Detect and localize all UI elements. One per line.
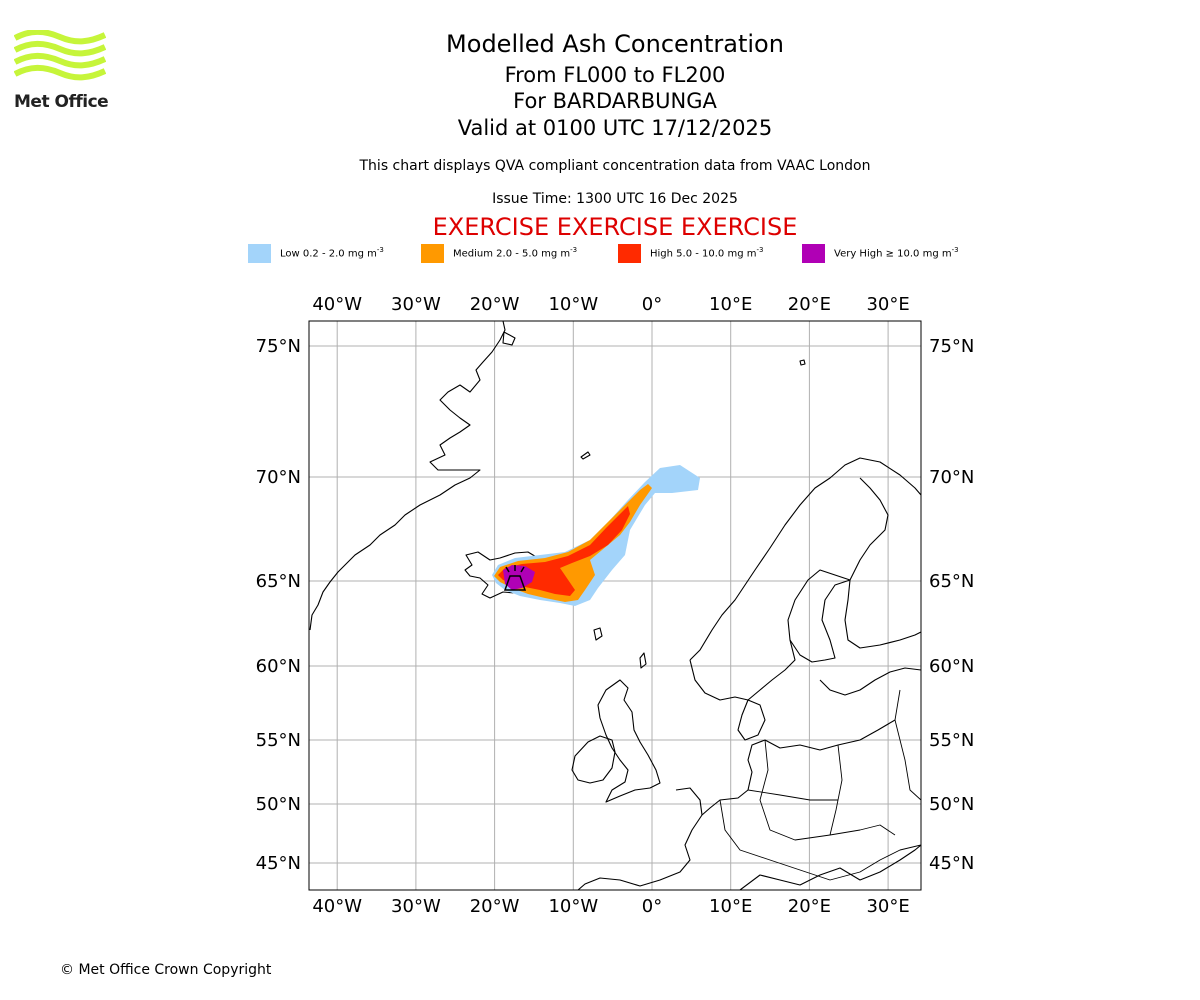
met-office-waves-icon <box>13 28 107 81</box>
country-borders <box>719 689 921 881</box>
lon-tick-label: 10°W <box>548 294 598 315</box>
lon-tick-label: 20°W <box>470 896 520 917</box>
lat-tick-label: 70°N <box>929 467 974 488</box>
benelux-coast <box>701 719 896 816</box>
mediterranean-coast <box>739 844 921 890</box>
lon-tick-label: 10°W <box>548 896 598 917</box>
disclaimer-text: This chart displays QVA compliant concen… <box>359 158 871 174</box>
west-europe-coast <box>577 787 703 890</box>
faroe-coast <box>593 627 603 641</box>
jan-mayen-coast <box>580 451 591 460</box>
lat-tick-label: 65°N <box>929 571 974 592</box>
legend-label-high: High 5.0 - 10.0 mg m-3 <box>650 246 764 260</box>
lon-tick-label: 0° <box>642 294 662 315</box>
legend-label-very-high: Very High ≥ 10.0 mg m-3 <box>834 246 959 260</box>
norway-south-coast <box>689 477 889 701</box>
lat-tick-label: 50°N <box>929 794 974 815</box>
lat-tick-label: 75°N <box>256 336 301 357</box>
lon-tick-label: 10°E <box>709 294 752 315</box>
legend-swatch-medium <box>421 244 444 263</box>
lat-tick-label: 55°N <box>929 730 974 751</box>
ash-plume <box>492 465 700 606</box>
ash-region-very-high <box>503 565 535 590</box>
lat-tick-label: 75°N <box>929 336 974 357</box>
axis-ticks: 40°W 40°W 30°W 30°W 20°W 20°W 10°W 10°W 0° 0° 10°E… <box>256 294 975 917</box>
volcano-name: For BARDARBUNGA <box>513 89 717 113</box>
lon-tick-label: 30°E <box>866 896 909 917</box>
lat-tick-label: 60°N <box>256 656 301 677</box>
lat-tick-label: 50°N <box>256 794 301 815</box>
denmark-coast <box>737 699 766 741</box>
lat-tick-label: 45°N <box>929 853 974 874</box>
lat-tick-label: 70°N <box>256 467 301 488</box>
svalbard-coast <box>502 331 516 346</box>
lon-tick-label: 0° <box>642 896 662 917</box>
lon-tick-label: 30°E <box>866 294 909 315</box>
lon-tick-label: 10°E <box>709 896 752 917</box>
lon-tick-label: 40°W <box>312 896 362 917</box>
chart-title: Modelled Ash Concentration <box>446 30 784 58</box>
shetland-coast <box>639 652 647 669</box>
map-frame <box>308 320 922 891</box>
met-office-logo: Met Office <box>13 28 109 112</box>
legend-label-low: Low 0.2 - 2.0 mg m-3 <box>280 246 384 260</box>
lon-tick-label: 40°W <box>312 294 362 315</box>
lat-tick-label: 65°N <box>256 571 301 592</box>
sweden-coast <box>789 579 851 663</box>
baltic-coast <box>819 667 921 696</box>
britain-coast <box>597 679 661 803</box>
legend-swatch-low <box>248 244 271 263</box>
lon-tick-label: 20°W <box>470 294 520 315</box>
finland-coast <box>844 579 921 649</box>
flight-level-range: From FL000 to FL200 <box>504 63 726 87</box>
scandinavia-coast <box>689 457 921 661</box>
map-gridlines <box>309 321 921 890</box>
greenland-coast <box>309 321 506 631</box>
volcano-icon <box>503 565 527 591</box>
logo-wordmark: Met Office <box>14 92 109 112</box>
lon-tick-label: 30°W <box>391 896 441 917</box>
lon-tick-label: 20°E <box>788 294 831 315</box>
coastlines <box>309 321 921 890</box>
small-island <box>799 359 806 366</box>
copyright-text: © Met Office Crown Copyright <box>60 962 272 978</box>
legend-swatch-very-high <box>802 244 825 263</box>
lon-tick-label: 30°W <box>391 294 441 315</box>
legend-swatch-high <box>618 244 641 263</box>
valid-time: Valid at 0100 UTC 17/12/2025 <box>457 116 773 140</box>
exercise-banner: EXERCISE EXERCISE EXERCISE <box>432 213 798 241</box>
lat-tick-label: 60°N <box>929 656 974 677</box>
issue-time: Issue Time: 1300 UTC 16 Dec 2025 <box>492 191 738 207</box>
lat-tick-label: 45°N <box>256 853 301 874</box>
legend-label-medium: Medium 2.0 - 5.0 mg m-3 <box>453 246 578 260</box>
ireland-coast <box>571 735 616 784</box>
lat-tick-label: 55°N <box>256 730 301 751</box>
lon-tick-label: 20°E <box>788 896 831 917</box>
